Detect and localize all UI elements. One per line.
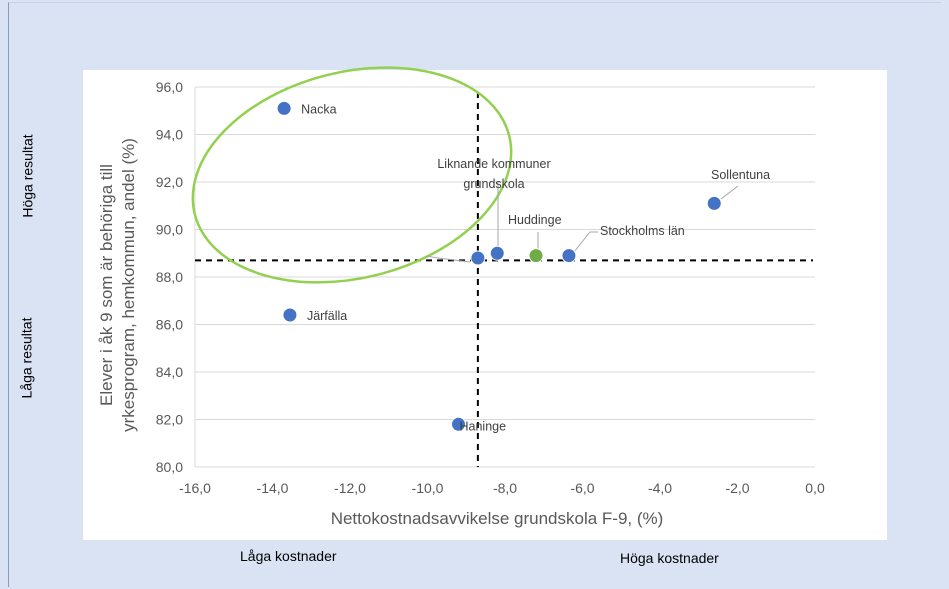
chart-area (83, 70, 887, 540)
x-tick-label: -14,0 (257, 480, 289, 496)
y-tick-label: 88,0 (156, 269, 183, 285)
y-axis-title: yrkesprogram, hemkommun, andel (%) (119, 138, 138, 432)
x-tick-label: -12,0 (334, 480, 366, 496)
data-label: Haninge (460, 419, 507, 433)
x-tick-label: -6,0 (570, 480, 594, 496)
x-tick-label: 0,0 (805, 480, 825, 496)
data-point (706, 195, 722, 211)
leader-line (425, 255, 471, 263)
y-tick-label: 80,0 (156, 459, 183, 475)
y-tick-label: 82,0 (156, 412, 183, 428)
slide-frame (8, 2, 941, 587)
x-tick-label: -16,0 (179, 480, 211, 496)
y-tick-label: 86,0 (156, 317, 183, 333)
y-tick-label: 84,0 (156, 364, 183, 380)
data-label: Nacka (301, 102, 336, 116)
y-tick-label: 94,0 (156, 127, 183, 143)
leader-line (720, 185, 739, 200)
y-tick-label: 90,0 (156, 222, 183, 238)
data-label: Sollentuna (711, 168, 770, 182)
leader-line (573, 231, 598, 253)
x-tick-label: -8,0 (493, 480, 517, 496)
data-point (528, 248, 544, 264)
y-tick-label: 92,0 (156, 174, 183, 190)
data-label: Huddinge (508, 213, 562, 227)
data-point (561, 248, 577, 264)
y-axis-title: Elever i åk 9 som är behöriga till (97, 164, 116, 406)
x-axis-title: Nettokostnadsavvikelse grundskola F-9, (… (331, 509, 664, 528)
data-point (276, 100, 292, 116)
data-label: Järfälla (307, 309, 347, 323)
data-point (489, 245, 505, 261)
high-costs-label: Höga kostnader (620, 550, 719, 566)
data-point (451, 416, 466, 432)
data-label: grundskola (463, 177, 524, 191)
data-point (282, 307, 298, 323)
x-tick-label: -2,0 (725, 480, 749, 496)
data-label: Stockholms län (600, 224, 685, 238)
y-tick-label: 96,0 (156, 79, 183, 95)
data-point (470, 250, 486, 266)
low-costs-label: Låga kostnader (240, 548, 337, 564)
highlight-ellipse (191, 66, 513, 284)
x-tick-label: -4,0 (648, 480, 672, 496)
data-label: Liknande kommuner (437, 157, 550, 171)
x-tick-label: -10,0 (412, 480, 444, 496)
